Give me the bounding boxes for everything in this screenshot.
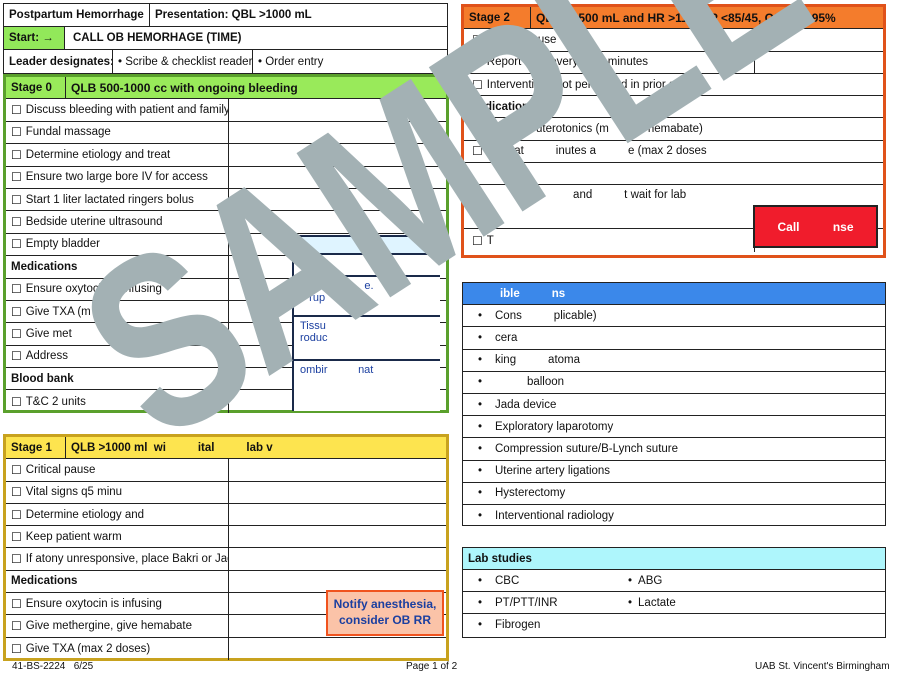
stage-0-criteria: QLB 500-1000 cc with ongoing bleeding [65,77,446,99]
possible-interventions-section: ible ns Cons plicable) cera king atoma b… [462,282,886,526]
intervention-item: king atoma [463,350,885,372]
stage-1-header: Stage 1 QLB >1000 ml wi ital lab v [6,437,446,460]
lab-item: • Lactate [628,596,676,609]
start-row: Start: → CALL OB HEMORHAGE (TIME) [4,27,447,50]
checklist-item[interactable]: Start 1 liter lactated ringers bolus [6,188,446,212]
info-box-item: • [294,255,440,277]
blood-bank-heading: Blood bank [11,372,74,385]
interventions-header: ible ns [463,283,885,306]
stage-2-header: Stage 2 QLB <1500 mL and HR >110, BP <85… [464,7,883,30]
protocol-header: Postpartum Hemorrhage Presentation: QBL … [3,3,448,74]
leader-item-order-entry: • Order entry [252,50,447,73]
protocol-title: Postpartum Hemorrhage [9,9,144,21]
leader-label: Leader designates: [9,55,112,68]
page-number: Page 1 of 2 [406,661,458,672]
medication-item[interactable]: Give TXA (max 2 doses) [6,637,446,660]
lab-row: Fibrogen [463,614,885,636]
interventions-title: ible ns [468,287,566,300]
intervention-item: Interventional radiology [463,505,885,527]
leader-row: Leader designates: • Scribe & checklist … [4,50,447,73]
checklist-item[interactable]: Vital signs q5 minu [6,481,446,504]
stage-0-header: Stage 0 QLB 500-1000 cc with ongoing ble… [6,77,446,100]
intervention-item: Exploratory laparotomy [463,416,885,439]
checklist-item[interactable]: Determine etiology and treat [6,144,446,167]
medications-heading-row: Medications [464,96,883,119]
checklist-item[interactable]: Fundal massage [6,121,446,145]
etiology-info-box: no • • Ti e. rup Tissu roduc ombir nat [292,235,440,411]
stage-1-label: Stage 1 [11,441,52,454]
medications-heading: Medications [11,575,78,588]
checklist-item[interactable]: Bedside uterine ultrasound [6,211,446,234]
checklist-item[interactable]: Interventions not performed in prior sta… [464,74,883,97]
info-box-item: Tissu roduc [294,317,440,361]
intervention-item: Uterine artery ligations [463,461,885,483]
info-box-item: • Ti e. rup [294,277,440,317]
form-code: 41-BS-2224 6/25 [12,661,94,672]
stage-1-criteria: QLB >1000 ml wi ital lab v [65,437,446,459]
checklist-item[interactable]: If atony unresponsive, place Bakri or Ja… [6,548,446,571]
lab-studies-section: Lab studies CBC •ABG PT/PTT/INR •Lactate… [462,547,886,638]
lab-item: CBC [463,570,623,591]
intervention-item: Cons plicable) [463,305,885,328]
intervention-item: Compression suture/B-Lynch suture [463,438,885,461]
medication-item[interactable]: Address [6,345,446,369]
call-response-box: Call nse [753,205,878,248]
title-row: Postpartum Hemorrhage Presentation: QBL … [4,4,447,27]
lab-row: CBC •ABG [463,570,885,592]
notify-anesthesia-box: Notify anesthesia, consider OB RR [326,590,444,636]
medication-item[interactable]: Continue uterotonics (m r hemabate) [464,118,883,141]
checklist-item[interactable]: Critical pause [6,459,446,482]
intervention-item: Hysterectomy [463,483,885,505]
organization-name: UAB St. Vincent's Birmingham [755,661,890,672]
checklist-item[interactable]: Discuss bleeding with patient and family [6,99,446,122]
start-action: CALL OB HEMORHAGE (TIME) [64,27,447,49]
lab-item: Fibrogen [463,614,885,636]
lab-studies-header: Lab studies [463,548,885,570]
intervention-item: balloon [463,372,885,394]
leader-item-scribe: • Scribe & checklist reader [112,50,252,73]
medication-item[interactable]: Repeat inutes a e (max 2 doses [464,141,883,164]
blood-bank-item[interactable]: T&C 2 units [6,390,446,413]
lab-item: • ABG [628,574,663,587]
intervention-item: Jada device [463,394,885,417]
stage-2-criteria: QLB <1500 mL and HR >110, BP <85/45, O2 … [530,7,883,29]
checklist-item[interactable]: Report QBL every 5-10 minutes [464,51,883,74]
info-box-item: ombir nat [300,364,374,376]
info-box-header: no [294,237,440,255]
lab-studies-title: Lab studies [468,552,532,565]
stage-2-section: Stage 2 QLB <1500 mL and HR >110, BP <85… [461,4,886,258]
stage-0-label: Stage 0 [11,81,52,94]
checklist-item[interactable]: Critical pause [464,29,883,52]
lab-row: PT/PTT/INR •Lactate [463,592,885,614]
checklist-item[interactable]: Keep patient warm [6,526,446,549]
start-label: Start: → [4,27,64,49]
lab-item: PT/PTT/INR [463,592,623,613]
medications-heading: Medications [11,260,78,273]
checklist-item[interactable]: Determine etiology and [6,503,446,527]
medications-heading: Medications [469,100,536,113]
medication-item [464,163,883,186]
checklist-item[interactable]: Ensure two large bore IV for access [6,166,446,189]
intervention-item: cera [463,327,885,350]
stage-2-label: Stage 2 [469,11,510,24]
presentation-criteria: Presentation: QBL >1000 mL [149,4,447,26]
checklist-item[interactable]: Empty bladder [6,233,446,257]
